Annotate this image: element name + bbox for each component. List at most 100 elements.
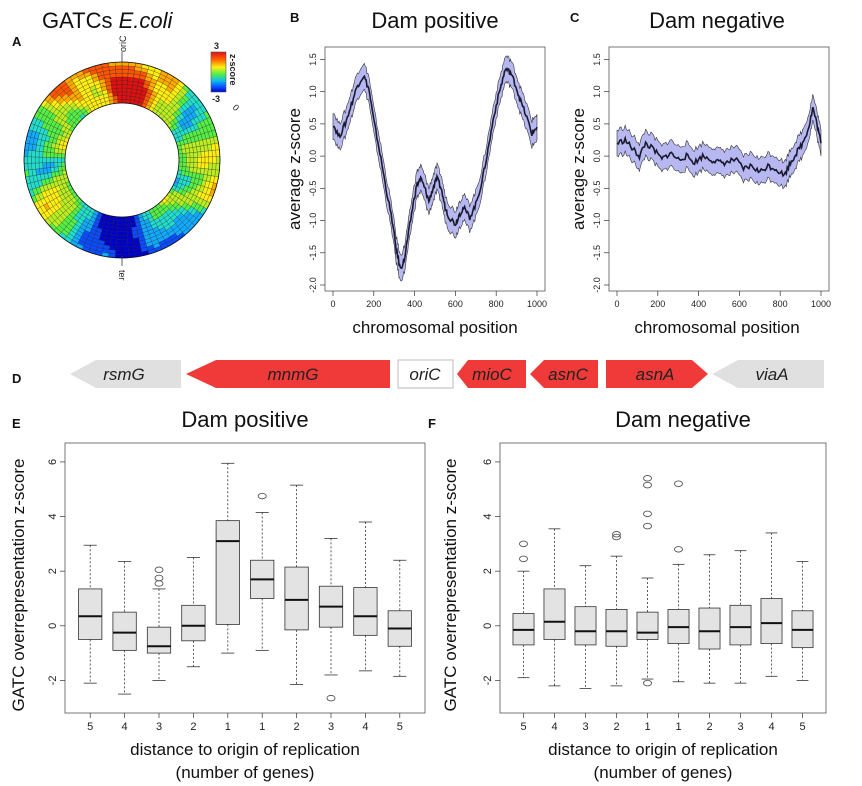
x-tick-label: 1 — [225, 721, 231, 733]
ter-label: ter — [117, 270, 127, 281]
heatmap-cell — [121, 61, 129, 67]
x-tick-label: 800 — [489, 299, 504, 309]
panel-label-e: E — [12, 416, 21, 431]
panel-a-title-species: E.coli — [119, 8, 174, 33]
heatmap-cell — [197, 162, 202, 169]
panel-b-title: Dam positive — [371, 8, 498, 33]
colorbar-gradient — [210, 51, 227, 93]
box-iqr — [760, 598, 783, 644]
box-outlier — [326, 694, 336, 702]
box-iqr — [112, 611, 137, 651]
heatmap-cell — [115, 73, 123, 78]
heatmap-cell — [200, 151, 206, 158]
panel-c-x-axis-label: chromosomal position — [634, 318, 799, 337]
heatmap-cell — [182, 153, 187, 159]
heatmap-cell — [127, 76, 134, 82]
heatmap-cell — [112, 220, 118, 225]
y-tick-label: 0 — [47, 623, 59, 629]
box-outlier — [674, 480, 683, 488]
heatmap-cell — [127, 238, 134, 244]
heatmap-cell — [117, 220, 123, 225]
heatmap-cell — [186, 157, 191, 163]
y-tick-label: 1.5 — [592, 53, 602, 66]
x-tick-label: 2 — [706, 721, 712, 733]
box-iqr — [543, 588, 566, 640]
heatmap-cell — [116, 80, 123, 85]
x-tick-label: 5 — [799, 721, 805, 733]
heatmap-cell — [190, 157, 194, 163]
y-tick-label: 6 — [482, 459, 494, 465]
heatmap-cell — [116, 87, 123, 93]
x-tick-label: 0 — [330, 299, 335, 309]
x-tick-label: 600 — [448, 299, 463, 309]
x-tick-label: 4 — [551, 721, 557, 733]
gene-arrow-rsmg — [70, 360, 181, 388]
box-iqr — [284, 566, 309, 631]
panel-c-title: Dam negative — [649, 8, 785, 33]
x-tick-label: 200 — [650, 299, 665, 309]
heatmap-cell — [115, 69, 123, 74]
heatmap-cell — [31, 156, 36, 164]
heatmap-cell — [193, 162, 198, 169]
heatmap-cell — [121, 235, 128, 240]
panel-a-title-prefix: GATCs — [42, 8, 112, 33]
mean-line — [332, 67, 538, 270]
heatmap-cell — [204, 150, 209, 158]
confidence-band — [332, 55, 538, 282]
heatmap-cell — [121, 73, 129, 78]
panel-c-y-axis-label: average z-score — [569, 108, 588, 230]
x-tick-label: 3 — [328, 721, 334, 733]
mean-line — [616, 106, 822, 178]
zero-position-label: 0 — [231, 102, 242, 113]
heatmap-cell — [121, 250, 129, 255]
panel-d-gene-map: D rsmG mnmG oriC mioC asnC asnA viaA — [12, 359, 824, 389]
heatmap-cell — [208, 150, 213, 158]
heatmap-cell — [121, 224, 127, 229]
heatmap-cell — [121, 65, 129, 70]
heatmap-cell — [127, 234, 134, 240]
x-tick-label: 600 — [732, 299, 747, 309]
box-outlier — [643, 475, 652, 482]
gene-label-asnc: asnC — [548, 365, 588, 384]
heatmap-cell — [38, 156, 43, 164]
panel-e-x-axis-label-line1: distance to origin of replication — [130, 740, 360, 759]
panel-b-plot-frame — [324, 46, 546, 292]
heatmap-cell — [189, 152, 195, 158]
heatmap-cell — [116, 239, 123, 244]
panel-c-line-chart: C Dam negative 0 200 400 600 800 1000 -2.0 -1.5… — [569, 8, 831, 337]
heatmap-cell — [53, 162, 59, 168]
panel-a-circular-heatmap: A GATCs E.coli oriC ter 0 3 -3 — [12, 8, 241, 281]
heatmap-cell — [49, 152, 55, 158]
colorbar-axis-label: z-score — [228, 54, 238, 86]
heatmap-cell — [126, 223, 132, 229]
heatmap-cell — [57, 157, 62, 163]
panel-label-f: F — [428, 416, 436, 431]
heatmap-cell — [127, 80, 134, 86]
y-tick-label: -2.0 — [592, 277, 602, 293]
y-tick-label: 2 — [482, 568, 494, 574]
oric-label: oriC — [118, 35, 128, 52]
heatmap-cell — [31, 162, 36, 170]
heatmap-cell — [126, 91, 132, 97]
panel-label-c: C — [570, 10, 580, 25]
heatmap-cell — [117, 99, 123, 104]
panel-f-plot-frame — [499, 442, 827, 714]
box-iqr — [636, 611, 659, 640]
heatmap-cell — [116, 84, 123, 89]
heatmap-cell — [208, 156, 213, 164]
heatmap-cell — [197, 151, 202, 158]
heatmap-cell — [46, 162, 51, 169]
heatmap-cell — [121, 227, 128, 233]
heatmap-cell — [53, 157, 58, 163]
y-tick-label: 0 — [482, 623, 494, 629]
y-tick-label: 1.0 — [592, 85, 602, 98]
y-tick-label: -1.0 — [308, 213, 318, 229]
panel-f-y-axis-label: GATC overrepresentation z-score — [441, 459, 460, 712]
y-tick-label: -0.5 — [308, 181, 318, 197]
y-tick-label: -2.0 — [308, 277, 318, 293]
box-iqr — [181, 604, 206, 642]
y-tick-label: 0.5 — [592, 118, 602, 131]
box-iqr — [574, 606, 597, 646]
heatmap-cell — [115, 65, 123, 70]
